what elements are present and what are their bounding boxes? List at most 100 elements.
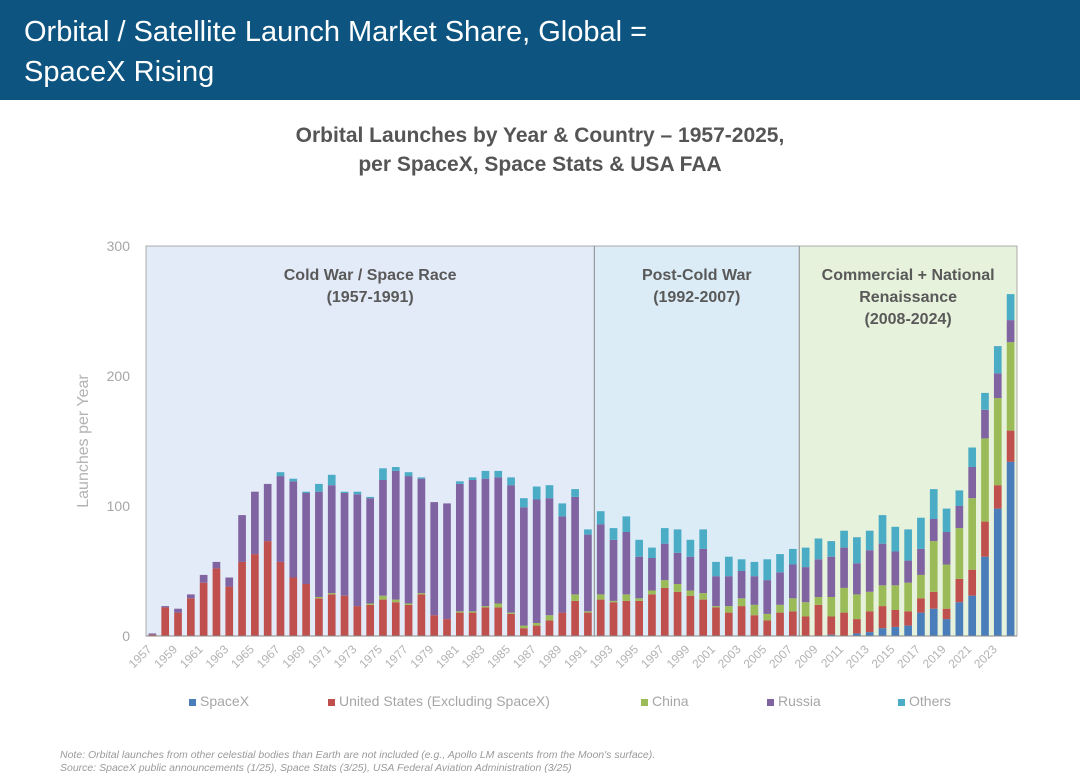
bar-1995-series-2 xyxy=(635,598,643,601)
bar-2009-series-1 xyxy=(814,604,823,636)
bar-2005-series-2 xyxy=(763,613,772,621)
bar-2005-series-3 xyxy=(763,580,772,614)
bar-1969-series-3 xyxy=(302,493,310,584)
launch-chart: Cold War / Space Race (1957-1991) Post-Col… xyxy=(75,238,1018,709)
bar-1975-series-4 xyxy=(379,468,387,480)
bar-2012-series-4 xyxy=(853,537,861,564)
bar-1974-series-2 xyxy=(366,603,374,605)
bar-2002-series-3 xyxy=(724,576,733,607)
bar-1986-series-1 xyxy=(520,628,528,636)
slide-title-line-1: Orbital / Satellite Launch Market Share,… xyxy=(24,16,648,48)
bar-1975-series-3 xyxy=(379,480,387,596)
bar-2002-series-2 xyxy=(724,606,733,613)
era-label-2-3: (2008-2024) xyxy=(865,311,952,328)
bar-2011-series-1 xyxy=(840,612,848,636)
footnote-source: Source: SpaceX public announcements (1/2… xyxy=(60,762,572,774)
bar-1987-series-2 xyxy=(532,623,541,626)
bar-2009-series-3 xyxy=(814,559,823,597)
bar-2019-series-3 xyxy=(942,532,951,565)
bar-1972-series-3 xyxy=(340,493,349,596)
bar-2020-series-1 xyxy=(955,578,964,603)
bar-1976-series-3 xyxy=(391,470,400,600)
bar-1960-series-1 xyxy=(186,598,195,636)
era-label-0-2: (1957-1991) xyxy=(327,289,414,306)
bar-2019-series-2 xyxy=(942,564,951,609)
bar-2019-series-0 xyxy=(942,619,951,636)
bar-1979-series-3 xyxy=(430,502,439,616)
bar-1984-series-4 xyxy=(494,470,503,478)
bar-1964-series-3 xyxy=(238,515,246,562)
bar-2017-series-4 xyxy=(917,517,925,549)
bar-1978-series-3 xyxy=(417,478,426,594)
era-label-1-1: Post-Cold War xyxy=(642,267,752,284)
bar-2020-series-0 xyxy=(955,602,964,636)
bar-1996-series-4 xyxy=(648,547,656,558)
bar-1993-series-2 xyxy=(609,600,618,603)
bar-2008-series-2 xyxy=(801,602,810,617)
bar-1994-series-4 xyxy=(622,516,631,532)
bar-1974-series-3 xyxy=(366,498,374,604)
bar-2007-series-2 xyxy=(789,598,797,612)
bar-1984-series-3 xyxy=(494,477,503,604)
bar-1988-series-2 xyxy=(545,615,554,621)
era-label-1-2: (1992-2007) xyxy=(653,289,740,306)
bar-2008-series-4 xyxy=(801,547,810,568)
x-tick-1977: 1977 xyxy=(382,642,411,671)
x-tick-2011: 2011 xyxy=(818,642,846,670)
bar-1991-series-3 xyxy=(584,534,592,612)
bar-1982-series-1 xyxy=(468,612,477,636)
bar-2017-series-1 xyxy=(917,598,925,613)
x-tick-1989: 1989 xyxy=(536,642,565,671)
bar-1978-series-4 xyxy=(417,477,426,479)
bar-2013-series-0 xyxy=(865,632,874,636)
bar-1980-series-1 xyxy=(443,619,451,636)
bar-1992-series-3 xyxy=(596,524,605,595)
bar-1989-series-4 xyxy=(558,503,567,517)
bar-1972-series-4 xyxy=(340,491,349,493)
bar-2005-series-1 xyxy=(763,620,772,636)
bar-1970-series-2 xyxy=(315,597,323,599)
bar-1974-series-1 xyxy=(366,604,374,636)
bar-2022-series-2 xyxy=(981,438,989,522)
bar-1968-series-4 xyxy=(289,478,298,482)
bar-1993-series-3 xyxy=(609,539,618,601)
bar-2024-series-4 xyxy=(1006,294,1015,321)
bar-2009-series-4 xyxy=(814,538,823,560)
bar-1984-series-2 xyxy=(494,603,503,608)
bar-1959-series-1 xyxy=(174,612,182,636)
bar-2018-series-2 xyxy=(929,541,938,592)
bar-2021-series-3 xyxy=(968,467,977,499)
x-tick-1963: 1963 xyxy=(203,642,232,671)
bar-2015-series-2 xyxy=(891,585,900,610)
bar-1970-series-3 xyxy=(315,491,323,597)
y-tick-0: 0 xyxy=(122,628,130,644)
y-tick-200: 200 xyxy=(107,368,131,384)
y-axis-label: Launches per Year xyxy=(75,374,92,508)
bar-1997-series-2 xyxy=(660,580,669,588)
bar-1980-series-3 xyxy=(443,503,451,620)
bar-1997-series-4 xyxy=(660,528,669,544)
bar-1977-series-3 xyxy=(404,476,413,604)
bar-2013-series-4 xyxy=(865,530,874,551)
legend-swatch-2 xyxy=(641,699,648,706)
x-tick-1967: 1967 xyxy=(254,642,283,671)
bar-1973-series-4 xyxy=(353,491,362,495)
bar-2021-series-0 xyxy=(968,595,977,636)
bar-1961-series-3 xyxy=(199,574,208,583)
x-tick-1969: 1969 xyxy=(279,642,308,671)
bar-1996-series-2 xyxy=(648,590,656,595)
bar-2006-series-4 xyxy=(776,554,784,573)
bar-1975-series-1 xyxy=(379,599,387,636)
bar-2005-series-4 xyxy=(763,559,772,581)
bar-1973-series-1 xyxy=(353,606,362,636)
slide-title-line-2: SpaceX Rising xyxy=(24,56,215,88)
bar-1966-series-3 xyxy=(263,483,272,542)
legend-label-1: United States (Excluding SpaceX) xyxy=(339,693,550,709)
bar-2013-series-1 xyxy=(865,611,874,633)
bar-1994-series-1 xyxy=(622,600,631,636)
bar-1991-series-2 xyxy=(584,611,592,613)
bar-1983-series-2 xyxy=(481,606,490,608)
bar-2018-series-4 xyxy=(929,489,938,519)
bar-1958-series-1 xyxy=(161,607,170,636)
era-label-2-2: Renaissance xyxy=(859,289,957,306)
